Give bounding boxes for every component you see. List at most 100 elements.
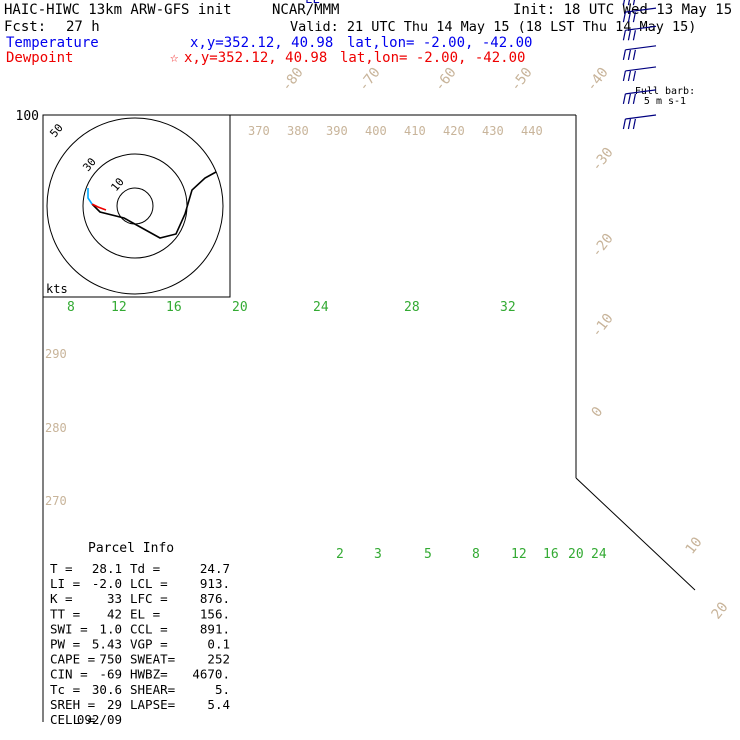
parcel-value: -2.0 <box>92 576 122 591</box>
parcel-key: SWEAT= <box>130 652 175 667</box>
moist-adiabat-label: 8 <box>67 300 75 315</box>
isotherm-line <box>43 115 255 116</box>
isotherm-tick-label: -30 <box>589 145 617 175</box>
dry-adiabat-line <box>43 115 421 116</box>
moist-adiabat-label: 12 <box>111 300 127 315</box>
hodograph-ring <box>46 117 224 295</box>
wind-barb-flag <box>632 0 636 6</box>
theta-label: 420 <box>443 124 465 138</box>
wind-barb-staff <box>625 25 657 31</box>
mixing-ratio-label: 8 <box>472 547 480 562</box>
isotherm-line <box>0 0 6 115</box>
wind-barb-flag <box>627 0 631 6</box>
temperature-xy: x,y=352.12, 40.98 <box>190 35 334 51</box>
parcel-key: CCL = <box>130 621 168 636</box>
wind-barb-staff <box>625 7 657 13</box>
parcel-value: 891. <box>200 621 230 636</box>
moist-adiabat-label: 20 <box>232 300 248 315</box>
isotherm-tick-label: -60 <box>432 65 460 95</box>
wind-barb-flag <box>627 49 631 60</box>
dry-adiabat-line <box>43 115 359 116</box>
moist-adiabat-label: 24 <box>313 300 329 315</box>
parcel-value: 092/09 <box>77 712 122 727</box>
isotherm-tick-label: -50 <box>508 65 536 95</box>
mixing-ratio-label: 5 <box>424 547 432 562</box>
parcel-value: 33 <box>107 591 122 606</box>
parcel-key: TT = <box>50 606 80 621</box>
dry-adiabat-line <box>43 115 235 116</box>
temperature-legend: Temperature <box>6 35 99 51</box>
dry-adiabat-line <box>43 115 695 116</box>
isotherm-line <box>50 115 689 116</box>
wind-barb-staff <box>625 66 657 72</box>
wind-barb-flag <box>632 70 636 82</box>
wind-barb-flag <box>627 70 631 82</box>
theta-label: 410 <box>404 124 426 138</box>
parcel-key: VGP = <box>130 637 168 652</box>
mixing-ratio-label: 2 <box>336 547 344 562</box>
wind-barb-flag <box>627 11 631 23</box>
wind-barb-flag <box>632 11 636 23</box>
isotherm-line <box>43 115 379 116</box>
theta-label: 430 <box>482 124 504 138</box>
moist-adiabat-label: 16 <box>166 300 182 315</box>
parcel-value: 29 <box>107 697 122 712</box>
parcel-value: 30.6 <box>92 682 122 697</box>
wind-barb-flag <box>622 0 626 6</box>
wind-barb-flag <box>627 93 631 104</box>
parcel-key: EL = <box>130 606 160 621</box>
wind-barb-flag <box>632 30 636 41</box>
mixing-ratio-label: 12 <box>511 547 527 562</box>
fcst-label: Fcst: <box>4 19 47 35</box>
parcel-key: LI = <box>50 576 80 591</box>
parcel-key: CIN = <box>50 667 88 682</box>
isotherm-line <box>43 115 193 116</box>
wind-barb-flag <box>632 93 636 104</box>
hodograph-low-level <box>91 203 107 211</box>
isotherm-line <box>43 115 503 116</box>
hodograph-trace <box>91 171 217 239</box>
dewpoint-xy: x,y=352.12, 40.98 <box>184 50 328 66</box>
parcel-key: Td = <box>130 561 160 576</box>
isotherm-tick-label: 0 <box>589 404 607 420</box>
dry-adiabat-line <box>43 115 545 116</box>
hodograph-storm-motion <box>87 188 93 205</box>
wind-barb-flag <box>622 93 626 104</box>
barb-key-line1: Full barb: <box>635 86 695 97</box>
parcel-value: 5.43 <box>92 637 122 652</box>
parcel-key: Tc = <box>50 682 80 697</box>
hodograph-box <box>42 114 231 298</box>
parcel-value: 252 <box>207 652 230 667</box>
parcel-value: 5. <box>215 682 230 697</box>
init-time: Init: 18 UTC Wed 13 May 15 <box>513 2 733 18</box>
parcel-key: LCL = <box>130 576 168 591</box>
wind-barb-flag <box>622 11 626 23</box>
valid-time: Valid: 21 UTC Thu 14 May 15 (18 LST Thu … <box>290 19 697 35</box>
dry-adiabat-line <box>43 115 669 116</box>
dewpoint-latlon: lat,lon= -2.00, -42.00 <box>340 50 526 66</box>
isotherm-tick-label: -10 <box>589 311 617 341</box>
isotherm-tick-label: -20 <box>589 231 617 261</box>
parcel-key: PW = <box>50 637 80 652</box>
parcel-panel <box>44 536 239 722</box>
wind-barb-flag <box>622 70 626 82</box>
parcel-value: 876. <box>200 591 230 606</box>
dewpoint-marker-icon: ☆ <box>170 50 179 66</box>
parcel-value: -69 <box>99 667 122 682</box>
isotherm-line <box>43 115 69 116</box>
dry-adiabat-line <box>43 115 297 116</box>
parcel-value: 28.1 <box>92 561 122 576</box>
parcel-key: CELL = <box>50 712 95 727</box>
dewpoint-profile <box>43 115 532 116</box>
parcel-value: 0.1 <box>207 637 230 652</box>
isotherm-line <box>43 115 441 116</box>
theta-label: 400 <box>365 124 387 138</box>
el-marker: —EL <box>298 0 320 6</box>
theta-label: 440 <box>521 124 543 138</box>
moist-adiabat-label: 28 <box>404 300 420 315</box>
wind-barb-flag <box>627 118 631 130</box>
isotherm-tick-label: -70 <box>356 65 384 95</box>
theta-label: 370 <box>248 124 270 138</box>
parcel-value: 42 <box>107 606 122 621</box>
